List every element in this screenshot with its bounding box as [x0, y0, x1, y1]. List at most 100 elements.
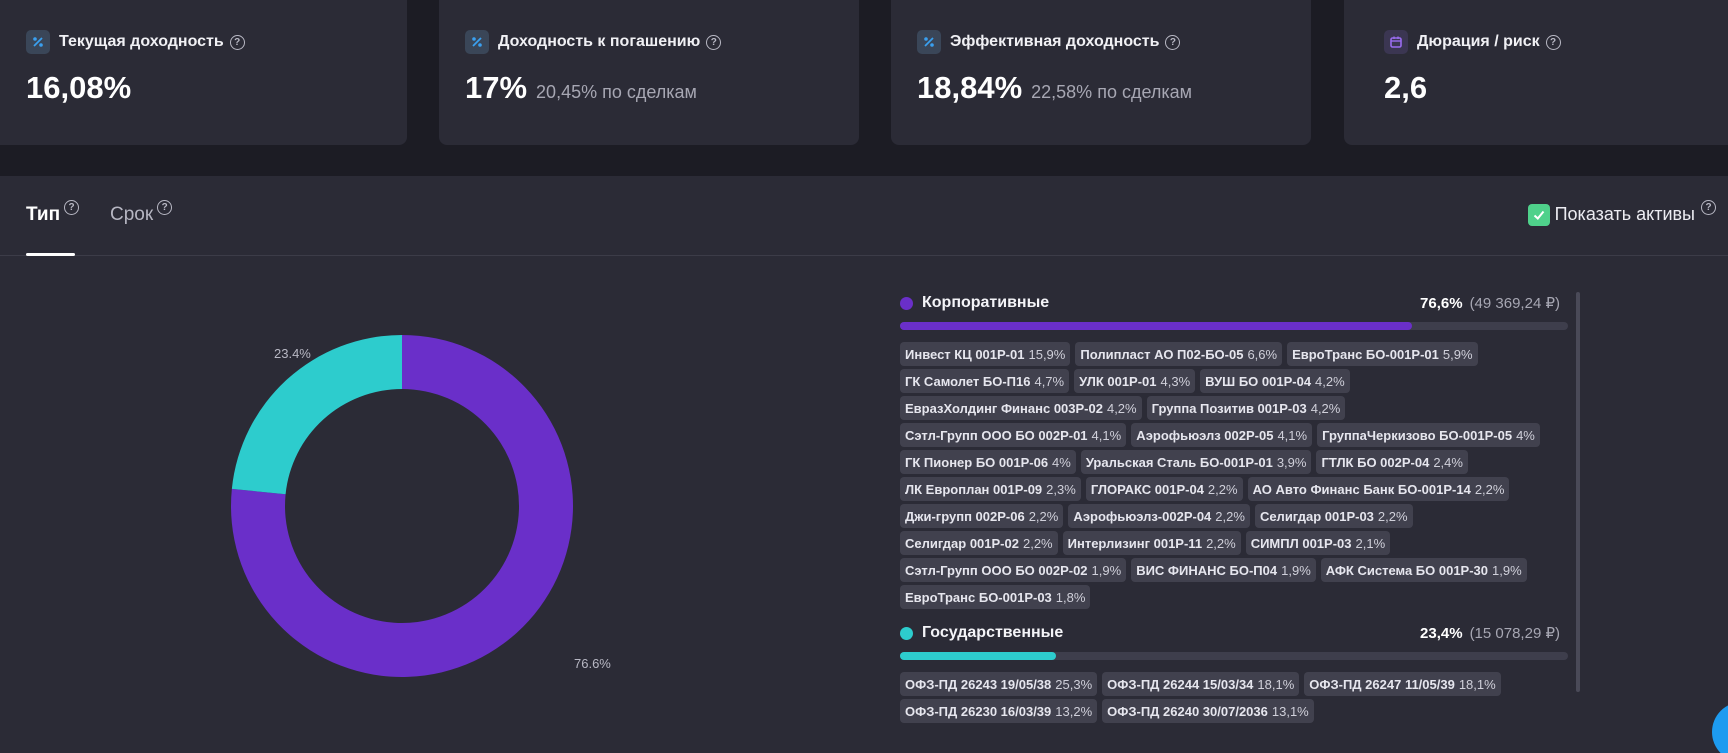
- asset-chip[interactable]: ОФЗ-ПД 26247 11/05/39 18,1%: [1304, 672, 1501, 696]
- checkbox[interactable]: [1527, 204, 1550, 226]
- asset-chip-pct: 4,2%: [1310, 400, 1341, 416]
- help-icon[interactable]: ?: [229, 34, 245, 50]
- asset-chip[interactable]: ОФЗ-ПД 26240 30/07/2036 13,1%: [1102, 699, 1314, 723]
- asset-chip[interactable]: АФК Система БО 001Р-30 1,9%: [1320, 558, 1527, 582]
- asset-chip-name: Селигдар 001Р-02: [905, 535, 1019, 551]
- legend-scrollbar[interactable]: [1576, 292, 1580, 692]
- asset-chip-name: УЛК 001Р-01: [1079, 373, 1157, 389]
- asset-chip[interactable]: Сэтл-Групп ООО БО 002Р-01 4,1%: [900, 423, 1127, 447]
- tab-label: Срок: [110, 204, 154, 225]
- asset-chip[interactable]: Интерлизинг 001Р-11 2,2%: [1062, 531, 1241, 555]
- asset-chip[interactable]: СИМПЛ 001Р-03 2,1%: [1245, 531, 1391, 555]
- asset-chip-name: Аэрофьюэлз 002Р-05: [1136, 427, 1274, 443]
- asset-chip[interactable]: ОФЗ-ПД 26244 15/03/34 18,1%: [1102, 672, 1300, 696]
- chat-button[interactable]: [1712, 702, 1728, 753]
- asset-chip[interactable]: Полипласт АО П02-БО-05 6,6%: [1075, 342, 1283, 366]
- asset-chip-pct: 18,1%: [1257, 676, 1295, 692]
- asset-chip[interactable]: ГК Пионер БО 001Р-06 4%: [900, 450, 1076, 474]
- card-ytm: Доходность к погашению ? 17% 20,45% по с…: [439, 0, 859, 145]
- asset-chip[interactable]: ЕвразХолдинг Финанс 003Р-02 4,2%: [900, 396, 1142, 420]
- card-subvalue: 20,45% по сделкам: [536, 82, 697, 102]
- allocation-legend: Корпоративные 76,6% (49 369,24 ₽) Инвест КЦ…: [900, 292, 1580, 737]
- legend-group-amount: (49 369,24 ₽): [1469, 295, 1560, 312]
- asset-chip-name: ОФЗ-ПД 26230 16/03/39: [905, 703, 1052, 719]
- asset-chip-name: ГК Самолет БО-П16: [905, 373, 1031, 389]
- help-icon[interactable]: ?: [1701, 200, 1716, 215]
- asset-chip-name: Аэрофьюэлз-002Р-04: [1073, 508, 1212, 524]
- help-icon[interactable]: ?: [706, 34, 722, 50]
- card-title: Доходность к погашению: [498, 33, 701, 50]
- help-icon[interactable]: ?: [64, 200, 80, 215]
- asset-chip[interactable]: АО Авто Финанс Банк БО-001Р-14 2,2%: [1247, 477, 1510, 501]
- legend-group-header[interactable]: Государственные 23,4% (15 078,29 ₽): [900, 622, 1560, 644]
- asset-chip-name: ВИС ФИНАНС БО-П04: [1136, 562, 1278, 578]
- asset-chip-pct: 2,4%: [1433, 454, 1463, 470]
- asset-chip-name: ВУШ БО 001Р-04: [1205, 373, 1312, 389]
- asset-chip[interactable]: Аэрофьюэлз-002Р-04 2,2%: [1068, 504, 1250, 528]
- active-tab-indicator: [26, 253, 75, 256]
- card-subvalue: 22,58% по сделкам: [1031, 82, 1193, 102]
- asset-chip-name: ЕвроТранс БО-001Р-03: [905, 589, 1052, 605]
- asset-chip-pct: 2,2%: [1022, 535, 1053, 551]
- percent-icon: [26, 30, 50, 54]
- legend-progress-bar: [900, 652, 1568, 660]
- asset-chip-pct: 2,2%: [1377, 508, 1408, 524]
- legend-group: Государственные 23,4% (15 078,29 ₽) ОФЗ-ПД …: [900, 622, 1580, 726]
- asset-chip-name: ЕвразХолдинг Финанс 003Р-02: [905, 400, 1103, 416]
- asset-chip[interactable]: ГруппаЧеркизово БО-001Р-05 4%: [1317, 423, 1540, 447]
- asset-chip[interactable]: Джи-групп 002Р-06 2,2%: [900, 504, 1064, 528]
- asset-chip[interactable]: Группа Позитив 001Р-03 4,2%: [1146, 396, 1346, 420]
- donut-svg: [231, 335, 573, 677]
- card-value: 16,08%: [26, 70, 132, 105]
- asset-chip-pct: 2,2%: [1207, 481, 1238, 497]
- asset-chip[interactable]: ОФЗ-ПД 26243 19/05/38 25,3%: [900, 672, 1098, 696]
- asset-chip[interactable]: ГТЛК БО 002Р-04 2,4%: [1316, 450, 1468, 474]
- donut-chart: 76.6% 23.4%: [230, 306, 670, 696]
- asset-chip-pct: 25,3%: [1055, 676, 1093, 692]
- legend-group: Корпоративные 76,6% (49 369,24 ₽) Инвест КЦ…: [900, 292, 1580, 612]
- card-value: 18,84%: [917, 70, 1023, 105]
- tab-term[interactable]: Срок ?: [110, 200, 173, 226]
- asset-chip-pct: 2,2%: [1028, 508, 1059, 524]
- help-icon[interactable]: ?: [1165, 34, 1181, 50]
- tab-type[interactable]: Тип ?: [26, 200, 80, 226]
- slice-government[interactable]: [231, 335, 402, 495]
- asset-chip[interactable]: Сэтл-Групп ООО БО 002Р-02 1,9%: [900, 558, 1127, 582]
- asset-chip[interactable]: Уральская Сталь БО-001Р-01 3,9%: [1080, 450, 1312, 474]
- help-icon[interactable]: ?: [1545, 34, 1561, 50]
- legend-group-header[interactable]: Корпоративные 76,6% (49 369,24 ₽): [900, 292, 1560, 314]
- asset-chip[interactable]: ЛК Европлан 001Р-09 2,3%: [900, 477, 1081, 501]
- asset-chip-name: Сэтл-Групп ООО БО 002Р-01: [905, 427, 1088, 443]
- asset-chip[interactable]: Инвест КЦ 001Р-01 15,9%: [900, 342, 1071, 366]
- legend-dot: [900, 296, 913, 310]
- check-icon: [1533, 210, 1544, 220]
- asset-chip-pct: 1,9%: [1091, 562, 1122, 578]
- card-value: 17%: [465, 70, 528, 105]
- asset-chip-pct: 13,1%: [1271, 703, 1309, 719]
- asset-chip[interactable]: ВУШ БО 001Р-04 4,2%: [1200, 369, 1350, 393]
- asset-chip-list: Инвест КЦ 001Р-01 15,9% Полипласт АО П02-Б…: [900, 342, 1572, 612]
- slice-corporate[interactable]: [231, 335, 573, 677]
- asset-chip-pct: 1,9%: [1492, 562, 1522, 578]
- asset-chip-pct: 18,1%: [1458, 676, 1496, 692]
- asset-chip-pct: 2,2%: [1206, 535, 1236, 551]
- asset-chip[interactable]: ОФЗ-ПД 26230 16/03/39 13,2%: [900, 699, 1098, 723]
- show-assets-toggle[interactable]: Показать активы ?: [1527, 200, 1716, 226]
- asset-chip-pct: 1,9%: [1281, 562, 1311, 578]
- percent-icon: [465, 30, 489, 54]
- help-icon[interactable]: ?: [157, 200, 173, 215]
- asset-chip[interactable]: Аэрофьюэлз 002Р-05 4,1%: [1131, 423, 1313, 447]
- asset-chip-name: Инвест КЦ 001Р-01: [905, 346, 1025, 362]
- asset-chip-name: Джи-групп 002Р-06: [905, 508, 1025, 524]
- asset-chip[interactable]: Селигдар 001Р-02 2,2%: [900, 531, 1058, 555]
- asset-chip[interactable]: УЛК 001Р-01 4,3%: [1074, 369, 1196, 393]
- legend-dot: [900, 626, 913, 640]
- asset-chip[interactable]: Селигдар 001Р-03 2,2%: [1254, 504, 1413, 528]
- asset-chip[interactable]: ВИС ФИНАНС БО-П04 1,9%: [1131, 558, 1316, 582]
- asset-chip-name: Интерлизинг 001Р-11: [1067, 535, 1203, 551]
- asset-chip[interactable]: ГЛОРАКС 001Р-04 2,2%: [1085, 477, 1243, 501]
- asset-chip[interactable]: ЕвроТранс БО-001Р-01 5,9%: [1287, 342, 1478, 366]
- asset-chip[interactable]: ГК Самолет БО-П16 4,7%: [900, 369, 1070, 393]
- asset-chip-name: Сэтл-Групп ООО БО 002Р-02: [905, 562, 1088, 578]
- asset-chip[interactable]: ЕвроТранс БО-001Р-03 1,8%: [900, 585, 1091, 609]
